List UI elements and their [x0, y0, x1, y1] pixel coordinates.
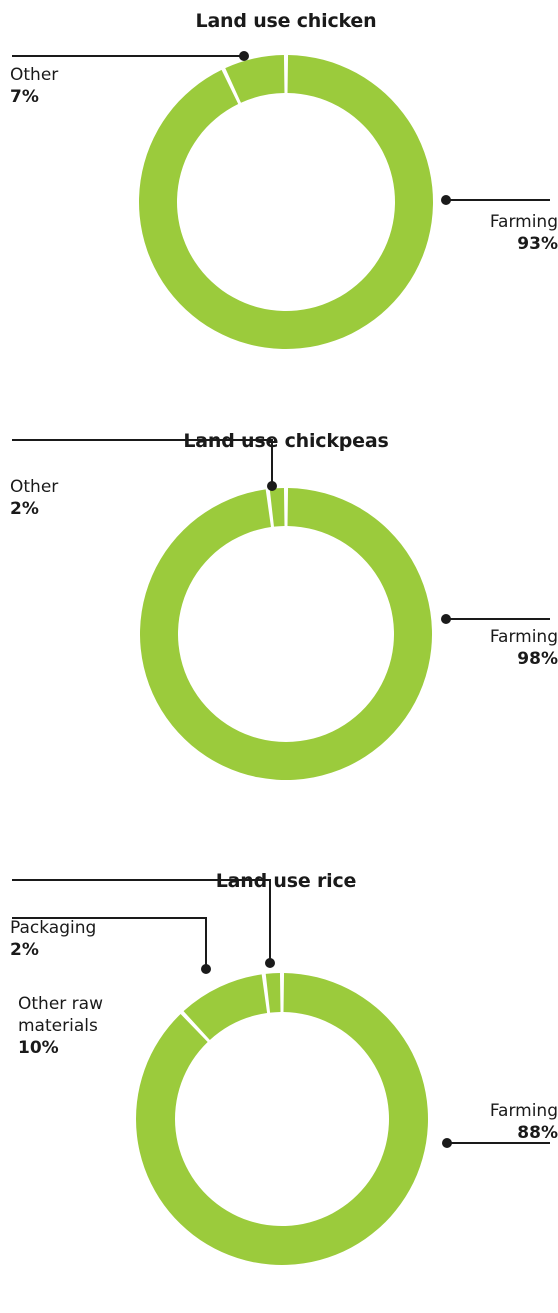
callout-dot: [201, 964, 211, 974]
donut-chart-rice: Land use rice Packaging 2% Other raw mat…: [0, 860, 558, 1313]
slice-name: Packaging: [10, 918, 97, 938]
slice-value-label: 2%: [10, 940, 39, 960]
donut-svg: [12, 51, 550, 349]
chart-title: Land use rice: [215, 870, 357, 892]
callout-dot: [239, 51, 249, 61]
slice-value-label: 98%: [517, 649, 558, 669]
donut-slice-farming: [136, 973, 429, 1265]
donut-chart-chickpeas: Land use chickpeas Other 2% Farming 98%: [0, 420, 558, 800]
callout-dot: [267, 481, 277, 491]
callout-line: [12, 917, 207, 969]
slice-value-label: 93%: [517, 234, 558, 254]
donut-slice-other-raw-materials: [183, 974, 268, 1040]
callout-dot: [441, 614, 451, 624]
donut-slice-farming: [139, 55, 433, 349]
chart-title: Land use chickpeas: [183, 430, 389, 452]
donut-svg: [12, 439, 550, 780]
donut-svg: [12, 879, 550, 1265]
chart-title: Land use chicken: [195, 10, 377, 32]
callout-dot: [265, 958, 275, 968]
slice-name-line: materials: [18, 1016, 98, 1036]
slice-name-line: Other raw: [18, 994, 103, 1014]
donut-slice-other: [269, 488, 285, 527]
slice-label-other: Other 7%: [10, 64, 58, 108]
donut-slice-other: [225, 55, 285, 103]
donut-chart-chicken: Land use chicken Other 7% Farming 93%: [0, 0, 558, 370]
callout-dot: [441, 195, 451, 205]
callout-dot: [442, 1138, 452, 1148]
slice-name: Other: [10, 477, 59, 497]
callout-line: [12, 439, 273, 486]
slice-name: Farming: [489, 1101, 558, 1121]
slice-label-other: Other 2%: [10, 476, 58, 520]
slice-value-label: 2%: [10, 499, 39, 519]
callout-line: [12, 879, 271, 963]
donut-slice-packaging: [265, 973, 281, 1013]
slice-name: Farming: [489, 212, 558, 232]
slice-label-farming: Farming 93%: [490, 211, 558, 255]
slice-value-label: 88%: [517, 1123, 558, 1143]
slice-name: Other: [10, 65, 59, 85]
slice-label-packaging: Packaging 2%: [10, 917, 96, 961]
donut-slice-farming: [139, 488, 432, 780]
slice-value-label: 7%: [10, 87, 39, 107]
slice-label-farming: Farming 88%: [490, 1100, 558, 1144]
slice-value-label: 10%: [18, 1038, 59, 1058]
slice-label-farming: Farming 98%: [490, 626, 558, 670]
slice-label-other-raw-materials: Other raw materials 10%: [18, 993, 103, 1059]
slice-name: Farming: [489, 627, 558, 647]
